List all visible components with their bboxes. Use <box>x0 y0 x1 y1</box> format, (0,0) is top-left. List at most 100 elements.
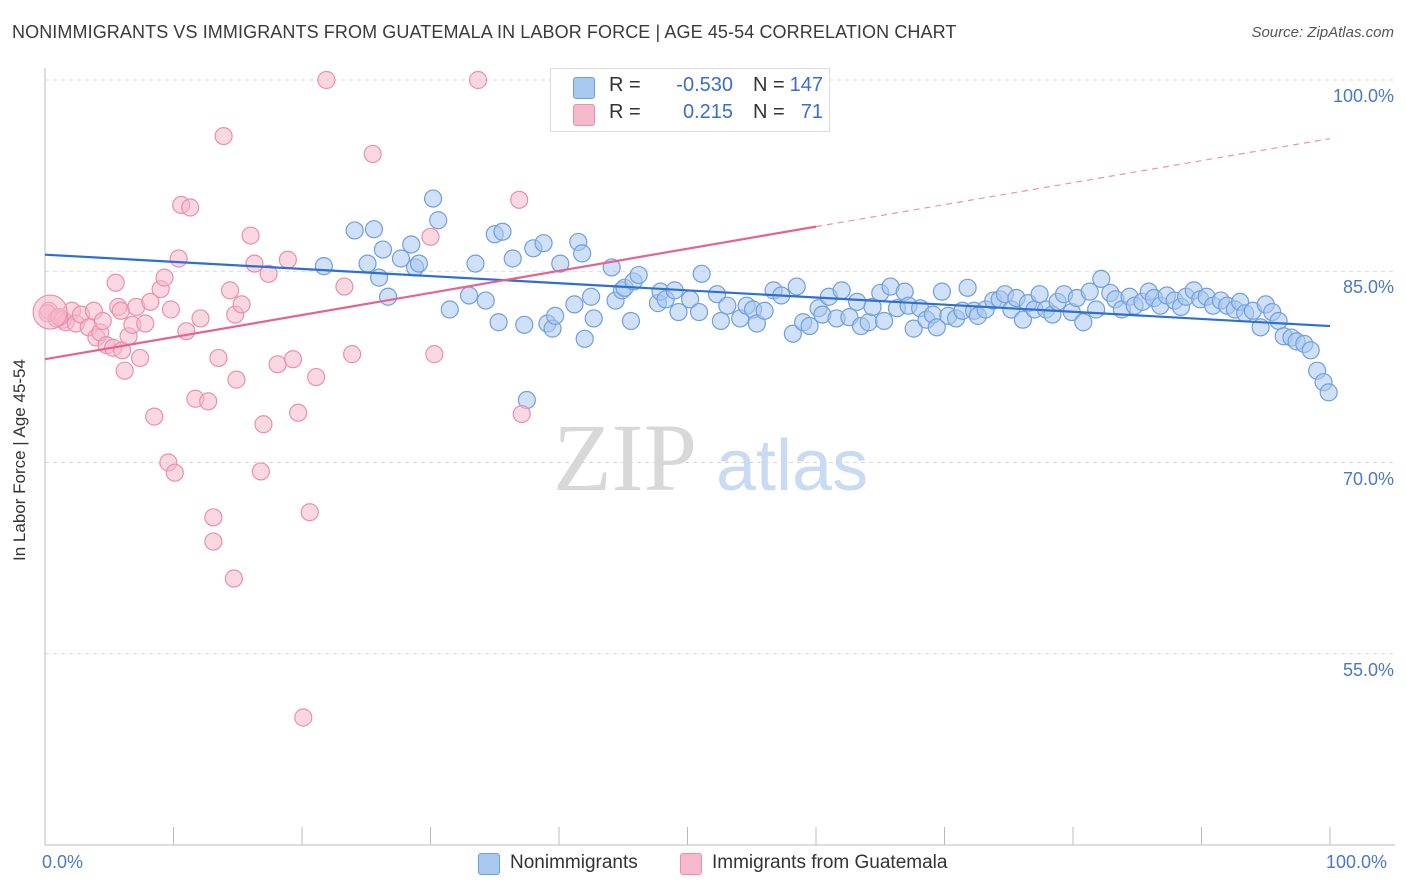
nonimmigrant-point <box>718 296 737 315</box>
guatemala-point <box>259 264 278 283</box>
nonimmigrant-point <box>358 254 377 273</box>
guatemala-point <box>512 404 531 424</box>
nonimmigrant-point <box>692 264 711 283</box>
nonimmigrant-point <box>584 309 603 328</box>
legend-swatch-pink <box>573 104 595 126</box>
nonimmigrant-point <box>848 292 867 311</box>
nonimmigrant-point <box>787 277 806 296</box>
nonimmigrant-point <box>755 301 774 320</box>
guatemala-point <box>165 463 184 482</box>
guatemala-point <box>335 277 354 296</box>
nonimmigrant-point <box>1092 269 1111 288</box>
nonimmigrant-point <box>493 222 512 241</box>
guatemala-point <box>199 392 218 411</box>
nonimmigrant-point <box>503 249 522 268</box>
guatemala-point <box>268 355 287 374</box>
guatemala-point <box>317 70 336 90</box>
nonimmigrant-point <box>402 235 421 254</box>
guatemala-point <box>181 198 200 217</box>
guatemala-point <box>214 127 233 146</box>
guatemala-point <box>421 227 440 246</box>
nonimmigrant-point <box>689 302 709 322</box>
guatemala-point <box>115 361 134 380</box>
nonimmigrant-point <box>364 220 384 239</box>
nonimmigrant-point <box>429 211 448 230</box>
stats-legend: R = -0.530 N = 147 R = 0.215 N = 71 <box>550 68 830 132</box>
legend-r-label: R = <box>609 101 641 123</box>
guatemala-point <box>169 249 188 268</box>
nonimmigrant-point <box>1030 285 1049 304</box>
guatemala-point <box>294 708 313 727</box>
guatemala-point <box>307 367 326 387</box>
nonimmigrant-point <box>904 319 923 338</box>
y-tick-label: 85.0% <box>1342 277 1394 298</box>
guatemala-point <box>254 415 273 434</box>
chart-title: NONIMMIGRANTS VS IMMIGRANTS FROM GUATEMA… <box>12 22 957 42</box>
y-axis-title: In Labor Force | Age 45-54 <box>10 359 29 561</box>
nonimmigrant-point <box>582 287 601 306</box>
guatemala-point <box>278 250 297 269</box>
guatemala-point <box>106 273 125 292</box>
nonimmigrant-point <box>1080 282 1099 301</box>
grid-lines <box>45 79 1395 655</box>
guatemala-point <box>468 70 488 90</box>
series-legend: Nonimmigrants Immigrants from Guatemala <box>0 852 1406 878</box>
nonimmigrant-point <box>927 318 946 337</box>
guatemala-point <box>145 407 164 426</box>
nonimmigrant-point <box>459 286 479 305</box>
guatemala-point <box>204 532 223 551</box>
guatemala-point <box>300 503 319 522</box>
nonimmigrant-point <box>875 311 894 331</box>
guatemala-point <box>510 190 529 209</box>
nonimmigrant-trend-line <box>44 253 1331 328</box>
nonimmigrant-point <box>669 302 688 322</box>
nonimmigrant-point <box>1074 313 1093 332</box>
guatemala-point <box>283 350 303 369</box>
guatemala-point <box>161 300 181 319</box>
legend-swatch-blue <box>478 853 500 875</box>
legend-label-nonimmigrants: Nonimmigrants <box>510 852 638 873</box>
guatemala-point <box>343 345 362 364</box>
nonimmigrant-point <box>515 315 534 334</box>
nonimmigrant-point <box>489 313 508 332</box>
y-tick-label: 55.0% <box>1342 659 1394 680</box>
axes <box>44 68 1395 846</box>
nonimmigrant-point <box>373 240 393 259</box>
nonimmigrant-point <box>1301 341 1320 360</box>
nonimmigrant-point <box>1087 300 1106 319</box>
guatemala-point <box>241 226 260 245</box>
nonimmigrant-point <box>863 297 882 317</box>
trend-lines <box>44 138 1331 361</box>
legend-n-value: 147 <box>789 74 823 96</box>
nonimmigrant-point <box>1013 310 1032 329</box>
nonimmigrant-point <box>476 291 495 310</box>
nonimmigrant-point <box>575 329 594 348</box>
nonimmigrant-point <box>551 254 570 273</box>
guatemala-trend-extension <box>815 138 1331 228</box>
nonimmigrant-point <box>621 311 641 331</box>
guatemala-point <box>220 281 240 300</box>
nonimmigrant-point <box>391 249 411 268</box>
legend-swatch-blue <box>573 77 595 99</box>
nonimmigrant-point <box>859 313 878 332</box>
guatemala-cluster-point <box>32 294 68 330</box>
legend-r-value: -0.530 <box>676 74 733 96</box>
guatemala-point <box>111 301 130 320</box>
nonimmigrant-point <box>534 234 553 253</box>
nonimmigrant-point <box>314 257 333 276</box>
guatemala-point <box>209 348 228 368</box>
guatemala-point <box>93 311 112 331</box>
nonimmigrant-point <box>800 316 819 336</box>
guatemala-point <box>130 348 150 368</box>
nonimmigrant-point <box>711 311 731 331</box>
nonimmigrant-point <box>466 254 485 273</box>
nonimmigrant-point <box>409 254 429 273</box>
x-tick-label-max: 100.0% <box>1326 852 1388 872</box>
y-tick-label: 70.0% <box>1342 468 1394 489</box>
guatemala-point <box>204 508 223 527</box>
nonimmigrant-point <box>629 265 648 285</box>
nonimmigrant-point <box>440 300 459 319</box>
nonimmigrant-point <box>1319 383 1338 402</box>
nonimmigrant-point <box>565 295 584 314</box>
nonimmigrant-point <box>958 278 977 297</box>
